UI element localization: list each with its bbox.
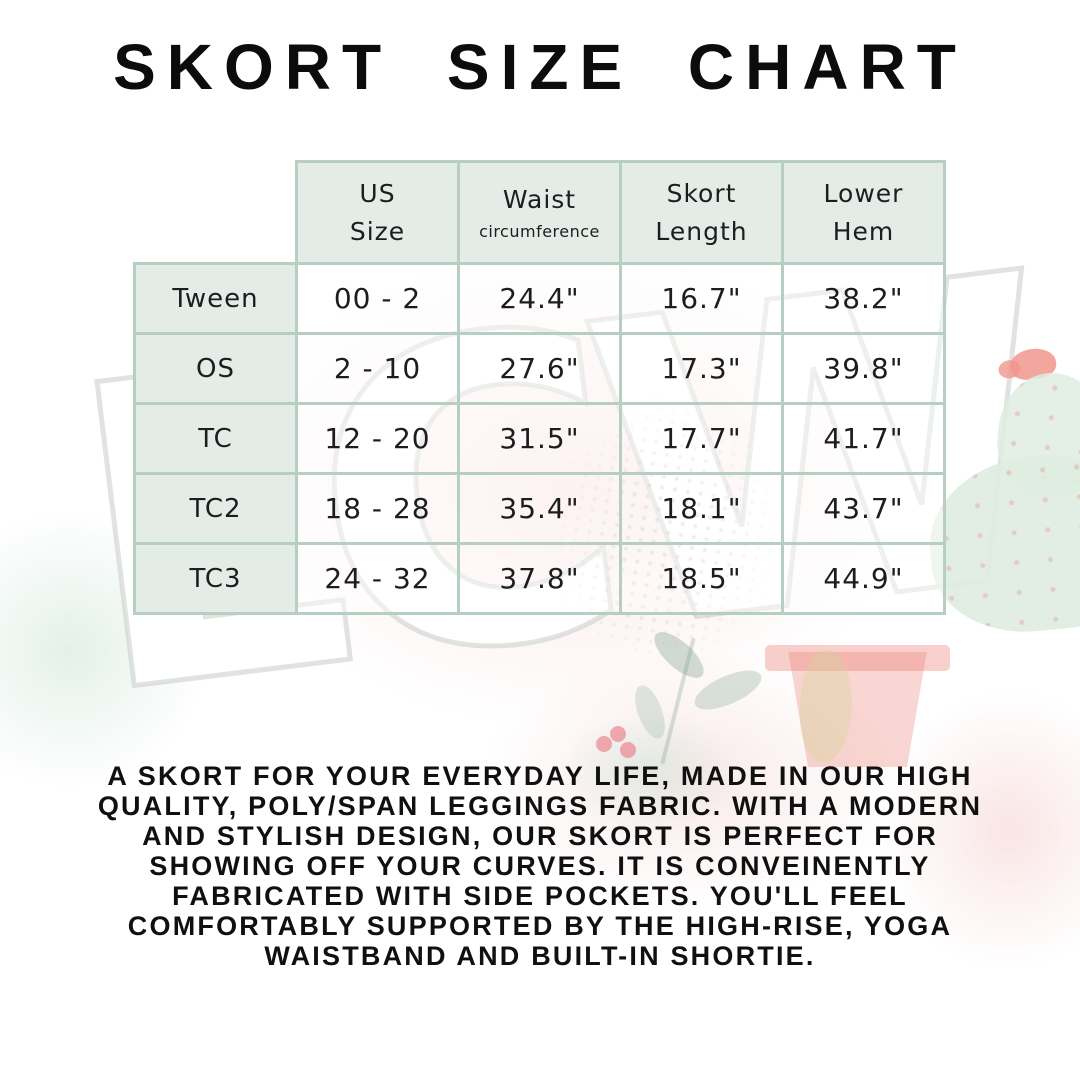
cell-waist: 27.6" (457, 332, 622, 405)
flower-icon (596, 726, 638, 766)
cell-skort-length: 17.7" (619, 402, 784, 475)
cell-skort-length: 17.3" (619, 332, 784, 405)
page-title: SKORT SIZE CHART (113, 31, 967, 103)
header-line: Length (655, 216, 748, 246)
row-label-tc3: TC3 (133, 542, 298, 615)
cell-lower-hem: 43.7" (781, 472, 946, 545)
table-row: TC3 24 - 32 37.8" 18.5" 44.9" (133, 542, 946, 615)
row-label-tween: Tween (133, 262, 298, 335)
flower-pot-icon (788, 652, 927, 767)
description-line: FABRICATED WITH SIDE POCKETS. YOU'LL FEE… (172, 881, 908, 911)
cell-waist: 35.4" (457, 472, 622, 545)
description-line: AND STYLISH DESIGN, OUR SKORT IS PERFECT… (142, 821, 938, 851)
cell-lower-hem: 41.7" (781, 402, 946, 475)
description-line: QUALITY, POLY/SPAN LEGGINGS FABRIC. WITH… (97, 791, 983, 821)
table-row: TC2 18 - 28 35.4" 18.1" 43.7" (133, 472, 946, 545)
row-label-tc2: TC2 (133, 472, 298, 545)
header-line: Skort (666, 179, 737, 208)
cell-skort-length: 18.5" (619, 542, 784, 615)
cell-us-size: 24 - 32 (295, 542, 460, 615)
cell-lower-hem: 39.8" (781, 332, 946, 405)
header-line: Waist (502, 185, 577, 215)
cell-waist: 37.8" (457, 542, 622, 615)
corner-empty-cell (135, 162, 297, 264)
col-header-waist: Waist circumference (457, 160, 622, 265)
col-header-us-size: US Size (295, 160, 460, 265)
row-label-os: OS (133, 332, 298, 405)
col-header-lower-hem: Lower Hem (781, 160, 946, 265)
description-line: COMFORTABLY SUPPORTED BY THE HIGH-RISE, … (127, 911, 953, 941)
watercolor-wash-bottom-right (880, 690, 1080, 970)
cell-us-size: 2 - 10 (295, 332, 460, 405)
header-subline: circumference (479, 221, 600, 241)
header-line: Hem (832, 216, 895, 246)
cactus-dots (922, 445, 1080, 640)
watercolor-wash-mint-small (560, 710, 740, 830)
cell-waist: 31.5" (457, 402, 622, 475)
cactus-pad-big (922, 445, 1080, 640)
header-line: Size (349, 216, 406, 246)
description-line: WAISTBAND AND BUILT-IN SHORTIE. (264, 941, 816, 971)
product-description: A SKORT FOR YOUR EVERYDAY LIFE, MADE IN … (0, 761, 1080, 971)
table-row: Tween 00 - 2 24.4" 16.7" 38.2" (133, 262, 946, 335)
description-line: A SKORT FOR YOUR EVERYDAY LIFE, MADE IN … (107, 761, 973, 791)
flower-pot-rim-icon (765, 645, 950, 671)
description-line: SHOWING OFF YOUR CURVES. IT IS CONVEINEN… (149, 851, 931, 881)
header-row: US Size Waist circumference Skort Length… (135, 160, 946, 265)
cell-us-size: 00 - 2 (295, 262, 460, 335)
cell-skort-length: 16.7" (619, 262, 784, 335)
table-row: OS 2 - 10 27.6" 17.3" 39.8" (133, 332, 946, 405)
cell-lower-hem: 38.2" (781, 262, 946, 335)
cell-lower-hem: 44.9" (781, 542, 946, 615)
header-line: Lower (823, 179, 904, 208)
table-row: TC 12 - 20 31.5" 17.7" 41.7" (133, 402, 946, 475)
col-header-skort-length: Skort Length (619, 160, 784, 265)
size-chart-table: US Size Waist circumference Skort Length… (133, 160, 946, 615)
cell-skort-length: 18.1" (619, 472, 784, 545)
cactus-icon (922, 345, 1080, 655)
cell-waist: 24.4" (457, 262, 622, 335)
header-line: US (359, 179, 396, 208)
row-label-tc: TC (133, 402, 298, 475)
cell-us-size: 12 - 20 (295, 402, 460, 475)
cell-us-size: 18 - 28 (295, 472, 460, 545)
